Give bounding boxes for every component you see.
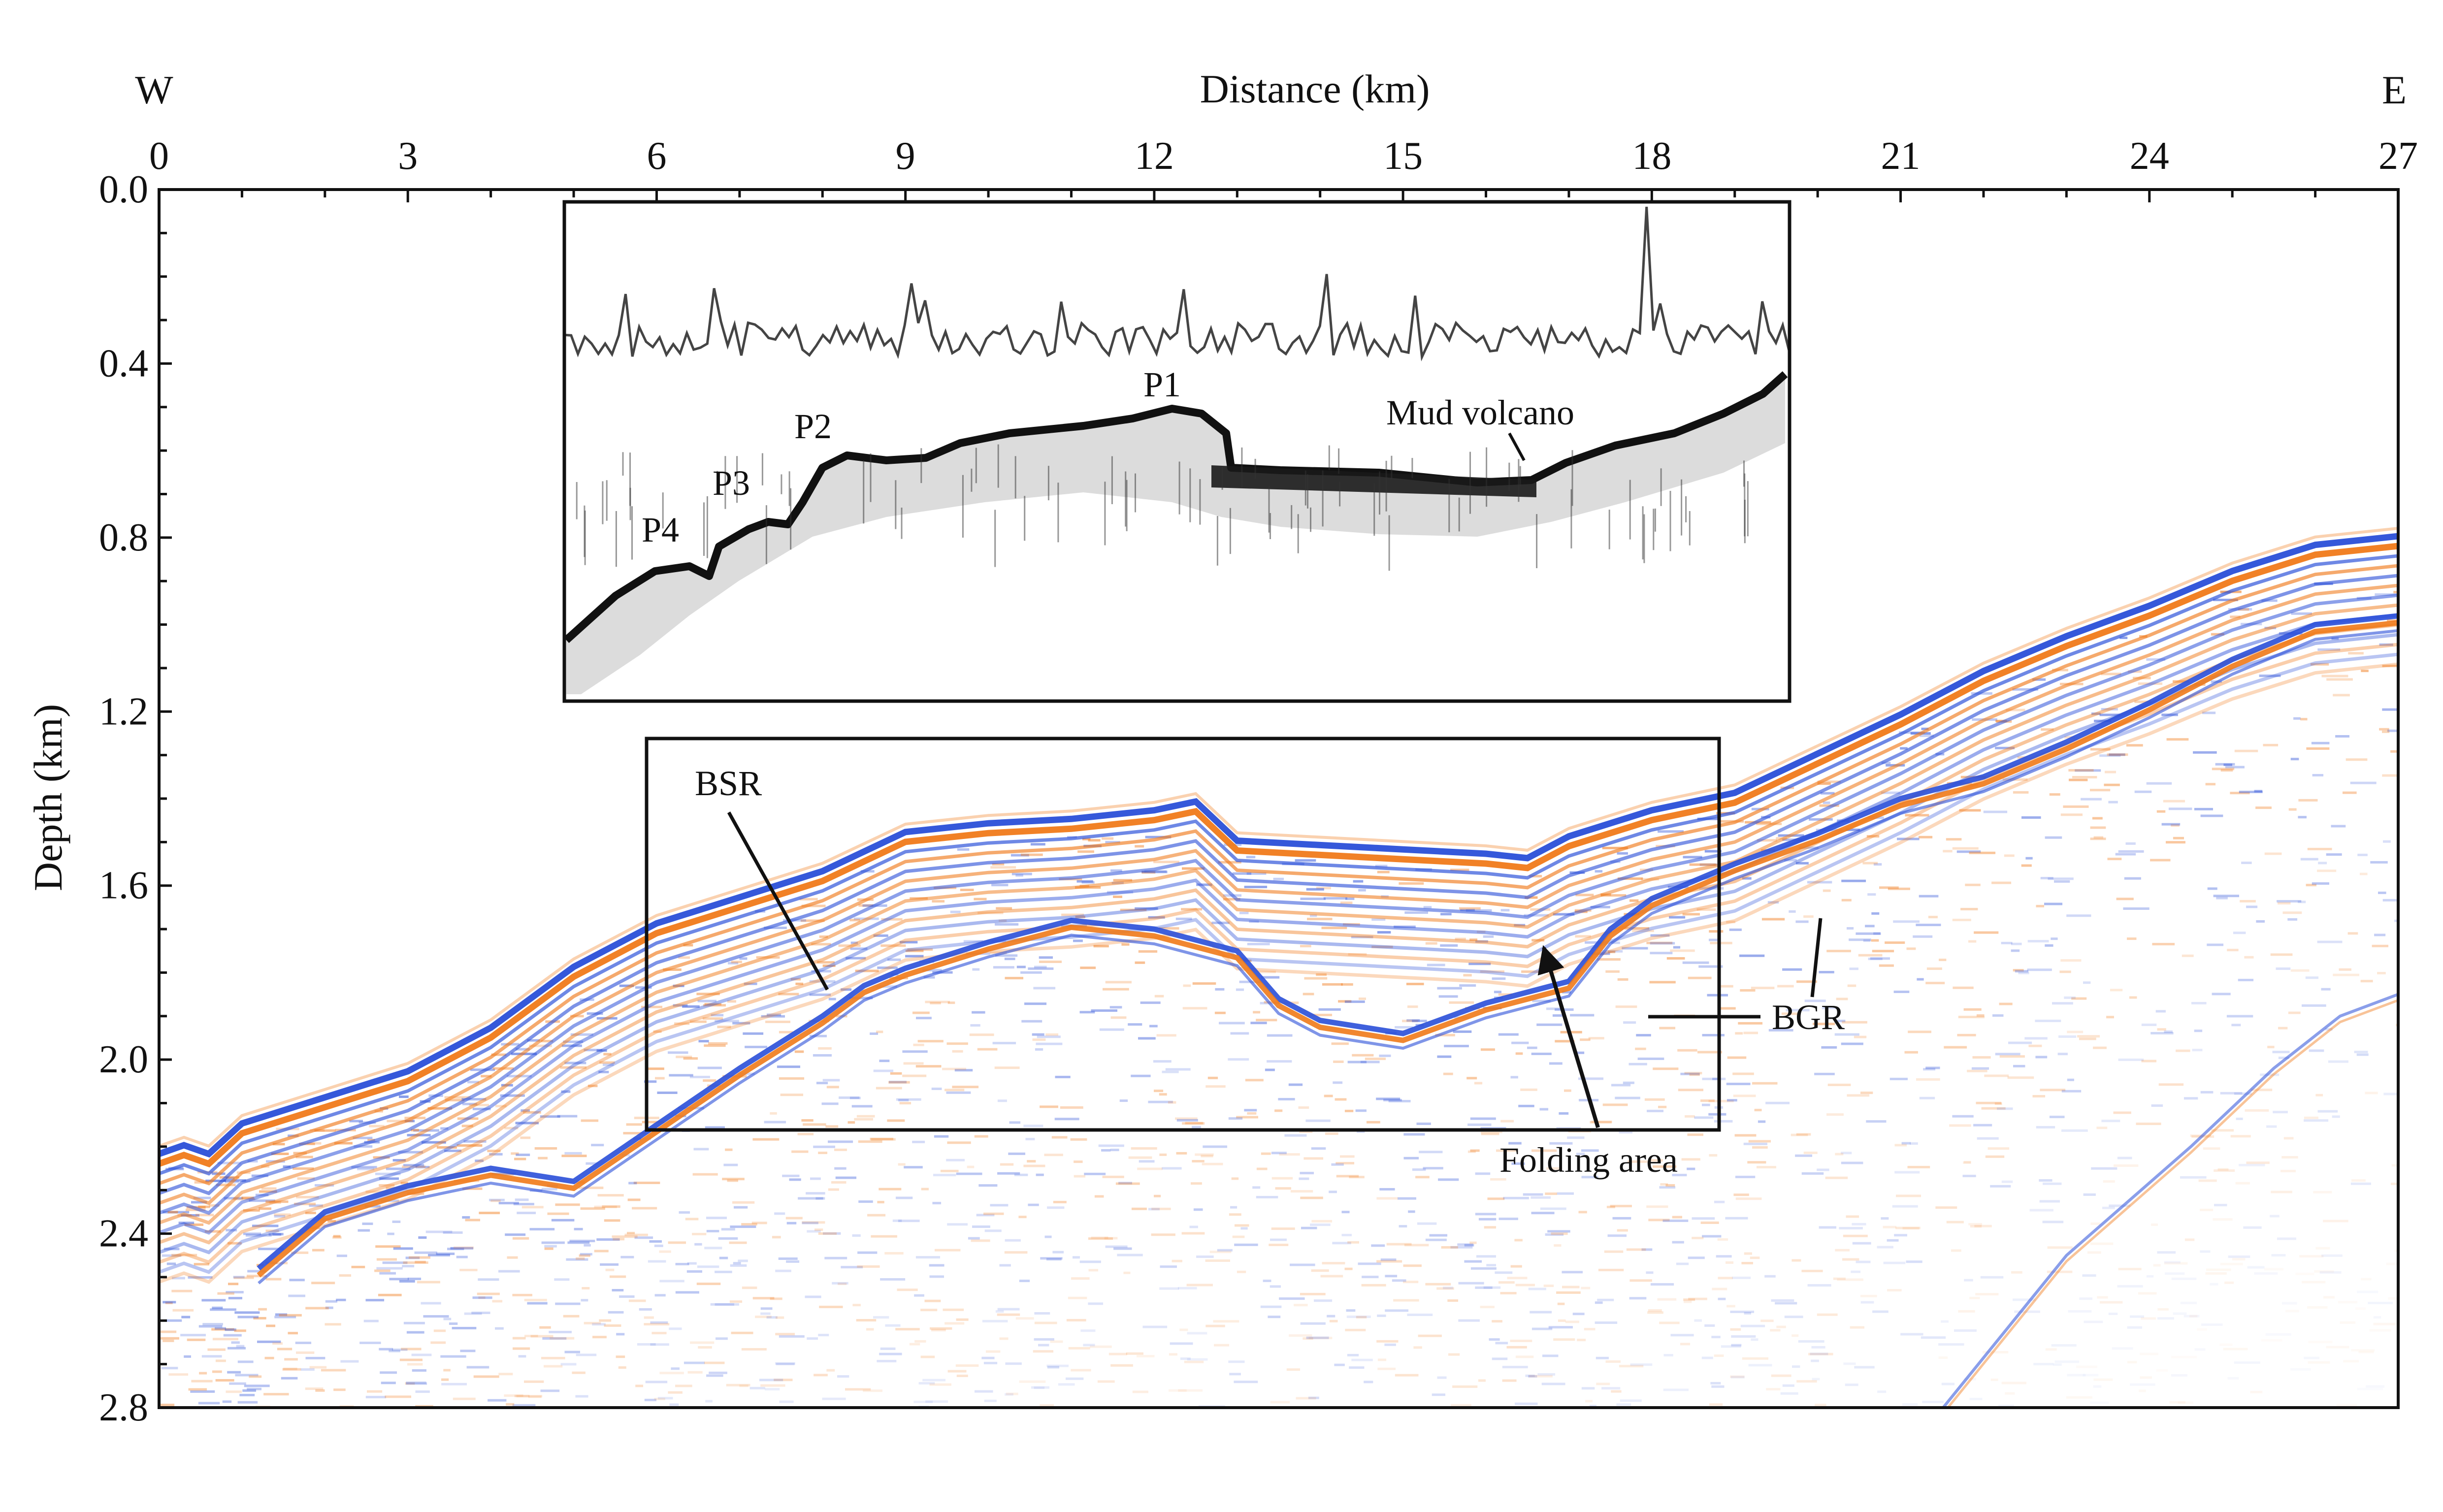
seafloor-relief	[566, 374, 1785, 694]
reflector	[159, 623, 2398, 1245]
reflector	[159, 533, 2398, 1158]
x-tick-label: 27	[2378, 134, 2418, 178]
reflector	[159, 593, 2398, 1215]
annotations: BSR BGR Folding area Mud volcano P1 P2 P…	[642, 365, 1845, 1180]
reflector	[159, 543, 2398, 1168]
x-tick-label: 15	[1383, 134, 1423, 178]
inset-seafloor-panel	[562, 200, 1792, 703]
x-tick-label: 21	[1881, 134, 1921, 178]
axes: 0 3 6 9 12 15 18 21 24 27 0.0 0.4 0.8 1.2 1.6 2.0 2.4 2.8	[99, 134, 2418, 1429]
p1-label: P1	[1143, 365, 1181, 404]
bsr-label: BSR	[695, 764, 762, 803]
x-tick-label: 0	[149, 134, 169, 178]
reflector	[159, 583, 2398, 1205]
reflector	[159, 613, 2398, 1235]
y-tick-label: 0.4	[99, 342, 148, 385]
x-axis-title: Distance (km)	[1200, 66, 1430, 111]
seismic-section	[159, 527, 2398, 1408]
east-label: E	[2382, 67, 2407, 112]
folding-area-label: Folding area	[1499, 1140, 1678, 1180]
y-axis-title: Depth (km)	[26, 704, 70, 891]
p3-label: P3	[713, 463, 750, 503]
reflector	[159, 554, 2398, 1176]
study-area-box	[645, 737, 1721, 1132]
x-tick-label: 3	[398, 134, 418, 178]
reflector	[159, 633, 2398, 1255]
y-tick-label: 0.0	[99, 168, 148, 211]
mud-volcano-pointer	[1508, 432, 1526, 461]
x-tick-label: 6	[647, 134, 666, 178]
x-tick-label: 9	[896, 134, 915, 178]
reflector	[159, 564, 2398, 1186]
inset-background	[564, 202, 1790, 701]
y-tick-label: 1.6	[99, 864, 148, 907]
inset-frame	[562, 200, 1792, 703]
mud-volcano-label: Mud volcano	[1386, 393, 1574, 432]
p4-label: P4	[642, 510, 679, 549]
bsr-pointer	[727, 811, 829, 991]
y-tick-label: 2.0	[99, 1038, 148, 1081]
reflector	[159, 574, 2398, 1195]
bsr-reflector	[257, 613, 2398, 1271]
x-tick-label: 12	[1135, 134, 1174, 178]
bgr-label: BGR	[1772, 997, 1845, 1037]
x-tick-label: 18	[1632, 134, 1671, 178]
x-tick-label: 24	[2130, 134, 2169, 178]
deep-reflector	[1941, 993, 2398, 1408]
reflector	[159, 603, 2398, 1225]
y-tick-label: 2.4	[99, 1212, 148, 1255]
backscatter-trace	[564, 206, 1790, 362]
seafloor-ridge-edge	[564, 371, 1788, 643]
basin-floor	[1211, 465, 1536, 497]
y-tick-label: 2.8	[99, 1386, 148, 1429]
bgr-pointer-2	[1810, 918, 1823, 997]
west-label: W	[135, 67, 173, 112]
y-tick-label: 1.2	[99, 690, 148, 733]
y-tick-label: 0.8	[99, 516, 148, 559]
folding-area-arrow	[1537, 945, 1600, 1128]
p2-label: P2	[794, 407, 832, 446]
